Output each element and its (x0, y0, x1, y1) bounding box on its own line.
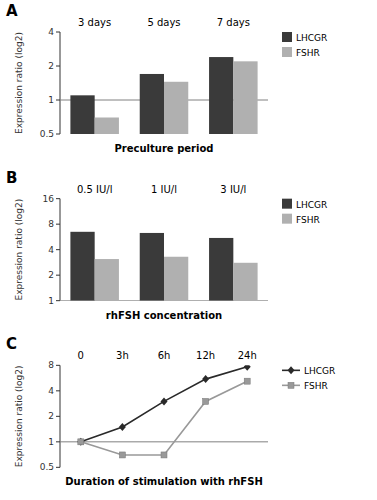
line (81, 381, 247, 455)
marker (119, 452, 125, 458)
y-tick-label: 0.5 (40, 129, 54, 139)
panel: C 0.5 1 2 4 8 Expression ratio (log2) Duration … (6, 335, 335, 487)
panel-title: A (6, 2, 18, 20)
marker (161, 452, 167, 458)
category-label: 1 IU/l (151, 184, 177, 195)
x-axis-label: Preculture period (115, 143, 214, 154)
panel: A 0.5 1 2 4 Expression ratio (log2) Preculture… (6, 2, 327, 154)
marks (60, 57, 268, 134)
bar (140, 74, 164, 134)
legend-label: FSHR (296, 48, 320, 58)
y-tick (56, 224, 60, 225)
category-label: 24h (238, 350, 257, 361)
panel-title: B (6, 169, 17, 187)
legend-marker (288, 366, 295, 374)
legend: LHCGR FSHR (282, 366, 335, 391)
bar (95, 259, 119, 301)
category-label: 0.5 IU/l (77, 184, 113, 195)
category-label: 3 IU/l (220, 184, 246, 195)
legend: LHCGR FSHR (282, 199, 327, 225)
y-axis-label: Expression ratio (log2) (14, 32, 24, 134)
legend-label: LHCGR (296, 33, 327, 43)
marker (161, 397, 168, 405)
category-label: 6h (158, 350, 171, 361)
y-tick (56, 365, 60, 366)
bar (70, 95, 94, 134)
y-tick (56, 467, 60, 468)
y-tick-label: 1 (48, 95, 54, 105)
y-tick (56, 32, 60, 33)
bar (164, 82, 188, 134)
y-tick (56, 390, 60, 391)
legend-swatch (282, 199, 292, 209)
y-tick-label: 2 (48, 61, 54, 71)
y-tick-label: 2 (48, 270, 54, 280)
y-axis-line (60, 32, 61, 134)
legend: LHCGR FSHR (282, 32, 327, 58)
bar (209, 57, 233, 134)
marker (244, 365, 251, 370)
y-tick-label: 4 (48, 386, 54, 396)
bar (164, 257, 188, 301)
y-tick-label: 0.5 (40, 462, 54, 472)
marker (202, 375, 209, 383)
y-tick (56, 249, 60, 250)
figure: A 0.5 1 2 4 Expression ratio (log2) Preculture… (0, 0, 377, 500)
y-tick-label: 4 (48, 27, 54, 37)
y-tick (56, 134, 60, 135)
marker (244, 378, 250, 384)
category-label: 3h (116, 350, 129, 361)
legend-swatch (282, 47, 292, 57)
legend-label: LHCGR (296, 200, 327, 210)
bar (95, 117, 119, 134)
legend-swatch (282, 214, 292, 224)
reference-line (60, 441, 268, 442)
panel: B 1 2 4 8 16 Expression ratio (log2) rhFSH conc… (6, 169, 327, 321)
marker (119, 423, 126, 431)
bar (140, 233, 164, 301)
panel-title: C (6, 335, 17, 353)
category-label: 12h (196, 350, 215, 361)
y-tick (56, 198, 60, 199)
legend-marker (288, 382, 294, 388)
y-tick-label: 8 (48, 219, 54, 229)
legend-swatch (282, 32, 292, 42)
y-tick-label: 2 (48, 411, 54, 421)
bar (209, 238, 233, 301)
category-label: 0 (78, 350, 84, 361)
y-tick (56, 100, 60, 101)
category-label: 7 days (217, 17, 250, 28)
y-tick (56, 300, 60, 301)
y-tick-label: 4 (48, 245, 54, 255)
legend-label: FSHR (304, 381, 328, 391)
y-tick (56, 416, 60, 417)
category-label: 3 days (78, 17, 111, 28)
category-label: 5 days (147, 17, 180, 28)
y-tick-label: 1 (48, 437, 54, 447)
bar (233, 61, 257, 134)
y-tick (56, 441, 60, 442)
y-tick-label: 16 (43, 194, 55, 204)
line (81, 367, 247, 442)
y-tick-label: 1 (48, 296, 54, 306)
chart-container: A 0.5 1 2 4 Expression ratio (log2) Preculture… (0, 0, 377, 500)
bar (70, 232, 94, 301)
x-axis-label: rhFSH concentration (106, 310, 222, 321)
y-tick (56, 66, 60, 67)
marks (60, 232, 268, 301)
y-axis-label: Expression ratio (log2) (14, 199, 24, 301)
legend-label: LHCGR (304, 366, 335, 376)
marks (60, 365, 268, 458)
bar (233, 263, 257, 301)
x-axis-label: Duration of stimulation with rhFSH (65, 476, 263, 487)
legend-label: FSHR (296, 215, 320, 225)
marker (203, 398, 209, 404)
marker (77, 438, 84, 446)
y-tick-label: 8 (48, 360, 54, 370)
y-axis-label: Expression ratio (log2) (14, 365, 24, 467)
y-tick (56, 275, 60, 276)
marker (78, 439, 84, 445)
